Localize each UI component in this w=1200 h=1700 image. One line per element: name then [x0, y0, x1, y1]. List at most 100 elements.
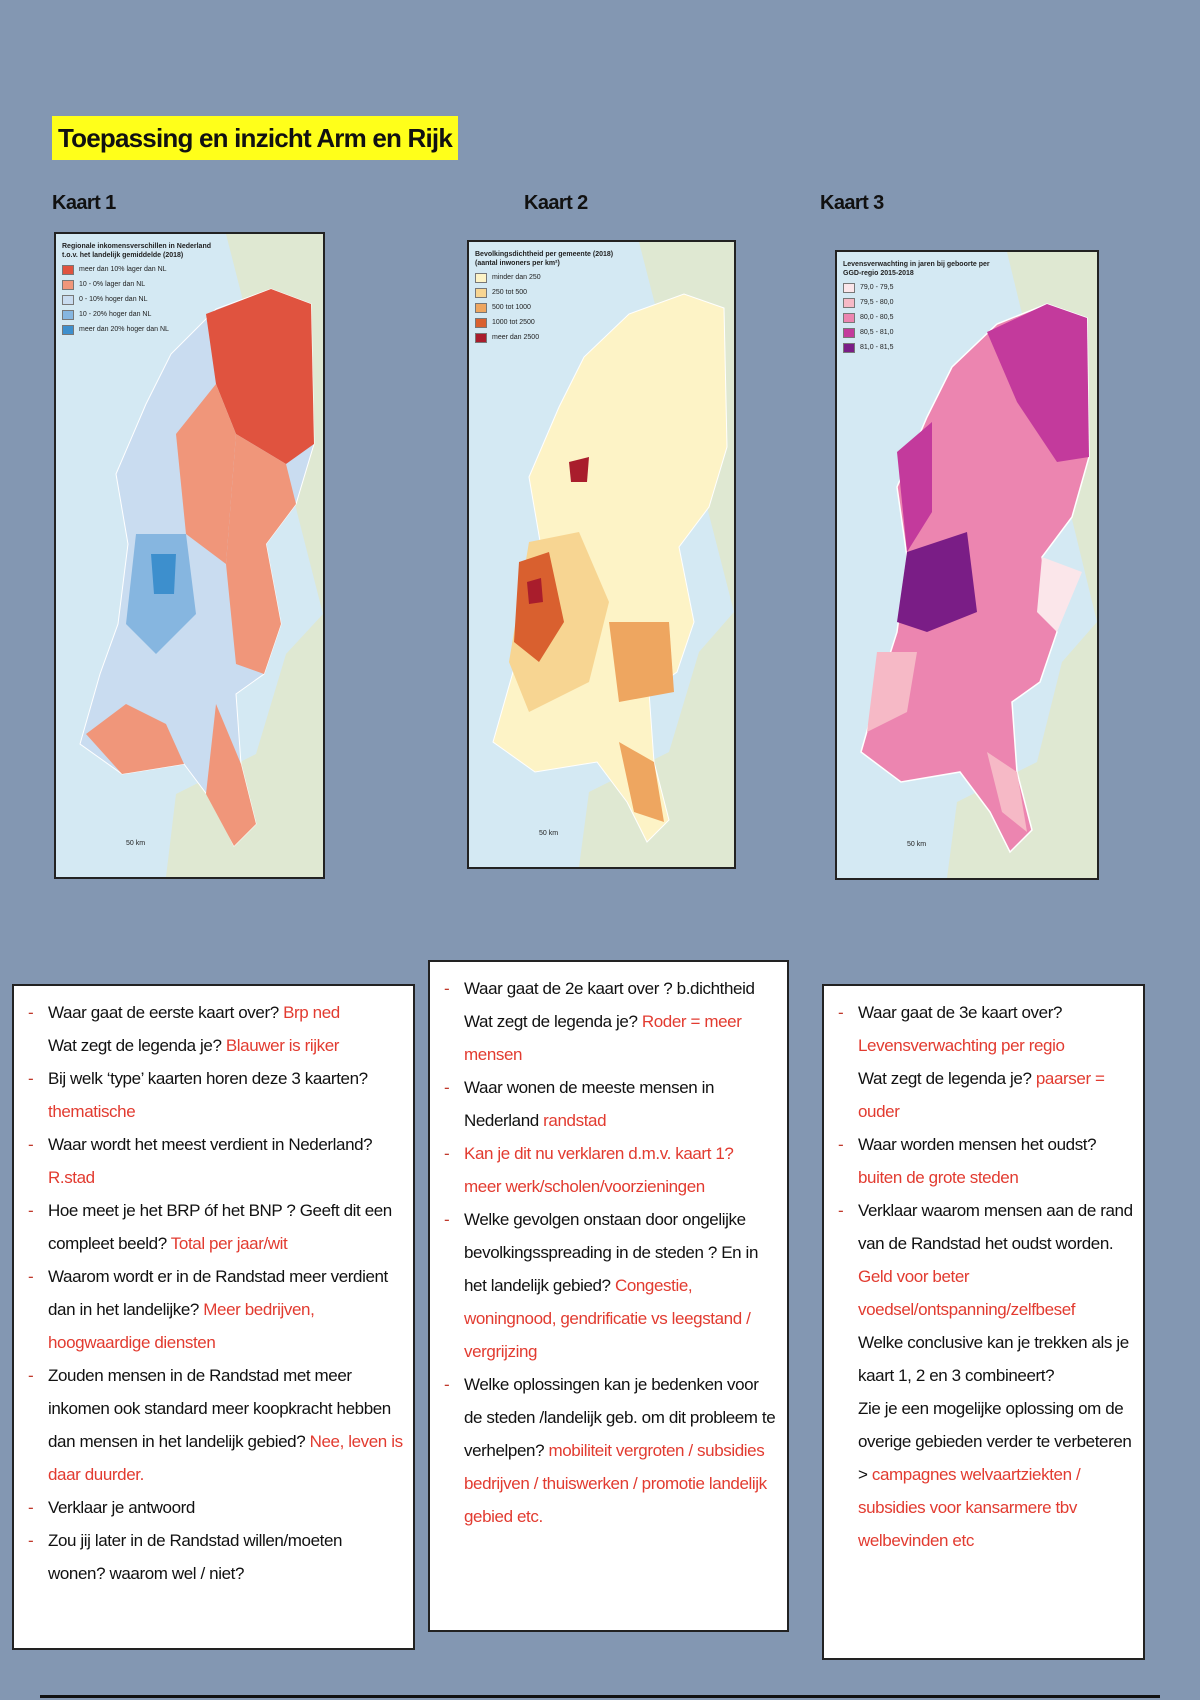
question-line: Wat zegt de legenda je? Roder = meer men…: [464, 1005, 777, 1071]
answer: mobiliteit vergroten / subsidies bedrijv…: [464, 1441, 767, 1526]
legend-text: 79,5 - 80,0: [860, 299, 894, 306]
question-line: Waar gaat de eerste kaart over? Brp ned: [48, 996, 403, 1029]
legend-text: 0 - 10% hoger dan NL: [79, 296, 148, 303]
legend-swatch: [475, 288, 487, 298]
answer: R.stad: [48, 1168, 95, 1187]
legend-item: 79,0 - 79,5: [843, 283, 993, 293]
question-item: Zou jij later in de Randstad willen/moet…: [28, 1524, 403, 1590]
legend-text: 10 - 20% hoger dan NL: [79, 311, 152, 318]
question-line: Welke gevolgen onstaan door ongelijke be…: [464, 1203, 777, 1368]
question: Zie je een mogelijke oplossing om de ove…: [858, 1399, 1132, 1484]
answer: randstad: [543, 1111, 607, 1130]
scale-label: 50 km: [126, 840, 146, 847]
question-line: Wat zegt de legenda je? paarser = ouder: [858, 1062, 1133, 1128]
question: Waar wordt het meest verdient in Nederla…: [48, 1135, 373, 1154]
question-item: Welke oplossingen kan je bedenken voor d…: [444, 1368, 777, 1533]
legend-item: 10 - 0% lager dan NL: [62, 280, 212, 290]
legend-swatch: [843, 328, 855, 338]
legend-item: 0 - 10% hoger dan NL: [62, 295, 212, 305]
scale-label: 50 km: [907, 841, 927, 848]
question: Waarom wordt er in de Randstad meer verd…: [48, 1267, 388, 1319]
legend: Regionale inkomensverschillen in Nederla…: [62, 242, 212, 340]
question: Zou jij later in de Randstad willen/moet…: [48, 1531, 343, 1583]
legend-swatch: [475, 333, 487, 343]
question-line: Zie je een mogelijke oplossing om de ove…: [858, 1392, 1133, 1557]
legend-swatch: [62, 310, 74, 320]
legend-item: 81,0 - 81,5: [843, 343, 993, 353]
question-box: Waar gaat de 3e kaart over? Levensverwac…: [822, 984, 1145, 1660]
legend-item: 79,5 - 80,0: [843, 298, 993, 308]
legend-text: 500 tot 1000: [492, 304, 531, 311]
answer: buiten de grote steden: [858, 1168, 1019, 1187]
question-line: Kan je dit nu verklaren d.m.v. kaart 1?: [464, 1137, 777, 1170]
legend-text: 79,0 - 79,5: [860, 284, 894, 291]
answer: Kan je dit nu verklaren d.m.v. kaart 1?: [464, 1144, 734, 1163]
question-line: Verklaar je antwoord: [48, 1491, 403, 1524]
question-line: Bij welk ‘type’ kaarten horen deze 3 kaa…: [48, 1062, 403, 1128]
question-item: Bij welk ‘type’ kaarten horen deze 3 kaa…: [28, 1062, 403, 1128]
question: Bij welk ‘type’ kaarten horen deze 3 kaa…: [48, 1069, 368, 1088]
answer: thematische: [48, 1102, 136, 1121]
question-item: Waar gaat de eerste kaart over? Brp nedW…: [28, 996, 403, 1062]
answer: paarser = ouder: [858, 1069, 1105, 1121]
question: Waar gaat de eerste kaart over?: [48, 1003, 279, 1022]
question-line: Wat zegt de legenda je? Blauwer is rijke…: [48, 1029, 403, 1062]
question: Wat zegt de legenda je?: [48, 1036, 222, 1055]
question: Waar worden mensen het oudst?: [858, 1135, 1097, 1154]
question-item: Welke gevolgen onstaan door ongelijke be…: [444, 1203, 777, 1368]
legend: Bevolkingsdichtheid per gemeente (2018) …: [475, 250, 625, 348]
legend-title: Regionale inkomensverschillen in Nederla…: [62, 243, 211, 259]
question-line: Waar gaat de 2e kaart over ? b.dichtheid: [464, 972, 777, 1005]
answer: Brp ned: [283, 1003, 340, 1022]
question-line: Waar wonen de meeste mensen in Nederland…: [464, 1071, 777, 1137]
question-line: Waar worden mensen het oudst? buiten de …: [858, 1128, 1133, 1194]
map-label: Kaart 2: [524, 192, 588, 214]
question-item: Waar gaat de 2e kaart over ? b.dichtheid…: [444, 972, 777, 1071]
title: Toepassing en inzicht Arm en Rijk: [52, 116, 459, 160]
question: Wat zegt de legenda je?: [858, 1069, 1032, 1088]
legend-swatch: [843, 298, 855, 308]
legend-item: meer dan 2500: [475, 333, 625, 343]
question-line: Zou jij later in de Randstad willen/moet…: [48, 1524, 403, 1590]
legend-text: 10 - 0% lager dan NL: [79, 281, 146, 288]
answer: Total per jaar/wit: [170, 1234, 288, 1253]
legend-text: 250 tot 500: [492, 289, 528, 296]
question: Wat zegt de legenda je?: [464, 1012, 638, 1031]
question-item: Hoe meet je het BRP óf het BNP ? Geeft d…: [28, 1194, 403, 1260]
question-line: Hoe meet je het BRP óf het BNP ? Geeft d…: [48, 1194, 403, 1260]
map: Bevolkingsdichtheid per gemeente (2018) …: [467, 240, 736, 869]
map-drawing: [860, 252, 1097, 878]
legend-text: meer dan 2500: [492, 334, 540, 341]
answer: campagnes welvaartziekten / subsidies vo…: [858, 1465, 1081, 1550]
question-line: Waar wordt het meest verdient in Nederla…: [48, 1128, 403, 1194]
question-item: Kan je dit nu verklaren d.m.v. kaart 1? m…: [444, 1137, 777, 1203]
legend-item: 250 tot 500: [475, 288, 625, 298]
legend-item: meer dan 10% lager dan NL: [62, 265, 212, 275]
question-line: Waar gaat de 3e kaart over? Levensverwac…: [858, 996, 1133, 1062]
question-list: Waar gaat de 3e kaart over? Levensverwac…: [838, 996, 1133, 1557]
legend-item: 10 - 20% hoger dan NL: [62, 310, 212, 320]
question-box: Waar gaat de eerste kaart over? Brp nedW…: [12, 984, 415, 1650]
question: Verklaar je antwoord: [48, 1498, 195, 1517]
divider: [40, 1695, 1160, 1698]
question-list: Waar gaat de eerste kaart over? Brp nedW…: [28, 996, 403, 1590]
legend-swatch: [843, 313, 855, 323]
question-item: Zouden mensen in de Randstad met meer in…: [28, 1359, 403, 1491]
legend-swatch: [843, 283, 855, 293]
legend-item: 80,5 - 81,0: [843, 328, 993, 338]
question-list: Waar gaat de 2e kaart over ? b.dichtheid…: [444, 972, 777, 1533]
question: Hoe meet je het BRP óf het BNP ? Geeft d…: [48, 1201, 392, 1253]
answer: Nee, leven is daar duurder.: [48, 1432, 403, 1484]
legend-item: 500 tot 1000: [475, 303, 625, 313]
legend-text: minder dan 250: [492, 274, 541, 281]
question-line: Waarom wordt er in de Randstad meer verd…: [48, 1260, 403, 1359]
legend-text: 80,0 - 80,5: [860, 314, 894, 321]
map: Levensverwachting in jaren bij geboorte …: [835, 250, 1099, 880]
legend-item: 1000 tot 2500: [475, 318, 625, 328]
answer: Meer bedrijven, hoogwaardige diensten: [48, 1300, 315, 1352]
question-line: meer werk/scholen/voorzieningen: [464, 1170, 777, 1203]
legend-swatch: [62, 325, 74, 335]
legend-text: 80,5 - 81,0: [860, 329, 894, 336]
scale-label: 50 km: [539, 830, 559, 837]
